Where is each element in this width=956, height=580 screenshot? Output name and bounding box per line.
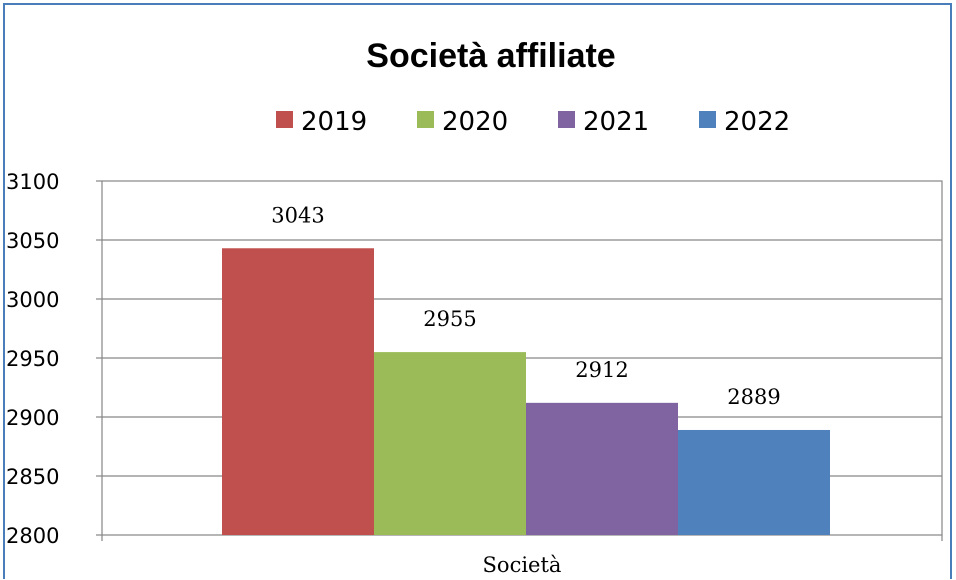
legend-label-2022: 2022 xyxy=(724,107,790,137)
x-category-label: Società xyxy=(483,553,562,577)
chart-title: Società affiliate xyxy=(366,37,615,75)
legend-label-2020: 2020 xyxy=(442,107,508,137)
data-labels: 3043 2955 2912 2889 xyxy=(271,203,780,409)
data-label-2019: 3043 xyxy=(271,203,324,227)
y-tick-label: 2850 xyxy=(6,465,59,489)
legend-swatch-2020 xyxy=(417,111,434,128)
y-axis: 2800 2850 2900 2950 3000 3050 3100 xyxy=(6,170,102,548)
data-label-2022: 2889 xyxy=(727,385,780,409)
data-label-2020: 2955 xyxy=(423,307,476,331)
y-tick-label: 2800 xyxy=(6,524,59,548)
legend-label-2019: 2019 xyxy=(301,107,367,137)
x-axis: Società xyxy=(101,535,943,577)
data-label-2021: 2912 xyxy=(575,358,628,382)
y-tick-label: 2950 xyxy=(6,347,59,371)
bar-2022 xyxy=(678,429,830,535)
y-tick-label: 2900 xyxy=(6,406,59,430)
legend: 2019 2020 2021 2022 xyxy=(276,107,790,137)
legend-label-2021: 2021 xyxy=(583,107,649,137)
legend-swatch-2022 xyxy=(699,111,716,128)
legend-swatch-2019 xyxy=(276,111,293,128)
bar-2021 xyxy=(526,402,678,535)
y-tick-label: 3000 xyxy=(6,288,59,312)
legend-swatch-2021 xyxy=(558,111,575,128)
bar-2019 xyxy=(222,248,374,535)
y-tick-label: 3100 xyxy=(6,170,59,194)
bars xyxy=(222,248,830,535)
bar-2020 xyxy=(374,352,526,535)
y-tick-label: 3050 xyxy=(6,229,59,253)
